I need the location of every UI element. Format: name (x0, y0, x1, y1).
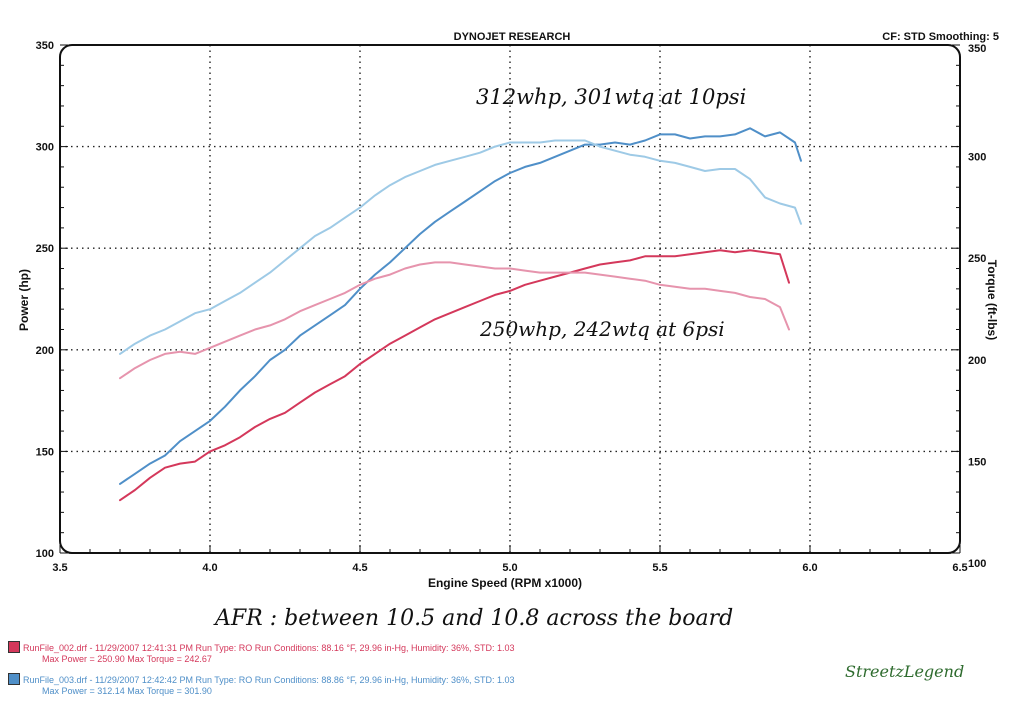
x-tick-label: 4.5 (352, 562, 367, 574)
chart-settings: CF: STD Smoothing: 5 (882, 31, 999, 43)
series-line-3 (119, 249, 790, 502)
x-tick-labels: 3.5 4.0 4.5 5.0 5.5 6.0 6.5 (52, 562, 967, 574)
x-tick-label: 3.5 (52, 562, 67, 574)
x-tick-label: 6.0 (802, 562, 817, 574)
y-tick-labels: 100 150 200 250 300 350 (36, 40, 54, 560)
x-tick-label: 4.0 (202, 562, 217, 574)
annotation-6psi: 250whp, 242wtq at 6psi (479, 317, 725, 341)
grid-lines (60, 45, 960, 553)
y2-tick-label: 300 (968, 152, 986, 164)
y-axis-label: Power (hp) (17, 269, 31, 331)
plot-series (119, 127, 802, 502)
y-tick-label: 300 (36, 142, 54, 154)
x-axis-label: Engine Speed (RPM x1000) (428, 576, 582, 590)
x-tick-label: 6.5 (952, 562, 967, 574)
chart-title: DYNOJET RESEARCH (454, 31, 571, 43)
legend-entry-run-002: RunFile_002.drf - 11/29/2007 12:41:31 PM… (8, 641, 515, 665)
legend-run-002-line1: RunFile_002.drf - 11/29/2007 12:41:31 PM… (23, 643, 515, 653)
legend-swatch-blue (8, 673, 20, 685)
y-tick-label: 150 (36, 446, 54, 458)
annotation-10psi: 312whp, 301wtq at 10psi (476, 85, 746, 109)
series-line-1 (119, 127, 802, 485)
y2-tick-label: 350 (968, 43, 986, 55)
watermark: StreetzLegend (845, 662, 965, 681)
y-tick-label: 250 (36, 243, 54, 255)
y2-tick-label: 100 (968, 558, 986, 570)
y2-axis-label: Torque (ft-lbs) (985, 260, 999, 340)
x-tick-label: 5.5 (652, 562, 667, 574)
y2-tick-labels: 100 150 200 250 300 350 (968, 43, 986, 570)
y2-tick-label: 250 (968, 253, 986, 265)
legend-run-003-line2: Max Power = 312.14 Max Torque = 301.90 (42, 686, 212, 696)
y2-tick-label: 200 (968, 355, 986, 367)
legend-swatch-red (8, 641, 20, 653)
x-tick-label: 5.0 (502, 562, 517, 574)
plot-frame (59, 44, 961, 554)
y-tick-label: 350 (36, 40, 54, 52)
legend-run-003-line1: RunFile_003.drf - 11/29/2007 12:42:42 PM… (23, 675, 515, 685)
series-line-2 (119, 139, 802, 355)
y2-tick-label: 150 (968, 456, 986, 468)
legend-run-002-line2: Max Power = 250.90 Max Torque = 242.67 (42, 654, 212, 664)
y-tick-label: 200 (36, 345, 54, 357)
dyno-chart: DYNOJET RESEARCH CF: STD Smoothing: 5 3.… (17, 31, 999, 631)
series-line-4 (119, 261, 790, 380)
annotation-afr: AFR : between 10.5 and 10.8 across the b… (213, 606, 733, 631)
y-tick-label: 100 (36, 548, 54, 560)
legend-entry-run-003: RunFile_003.drf - 11/29/2007 12:42:42 PM… (8, 673, 515, 697)
